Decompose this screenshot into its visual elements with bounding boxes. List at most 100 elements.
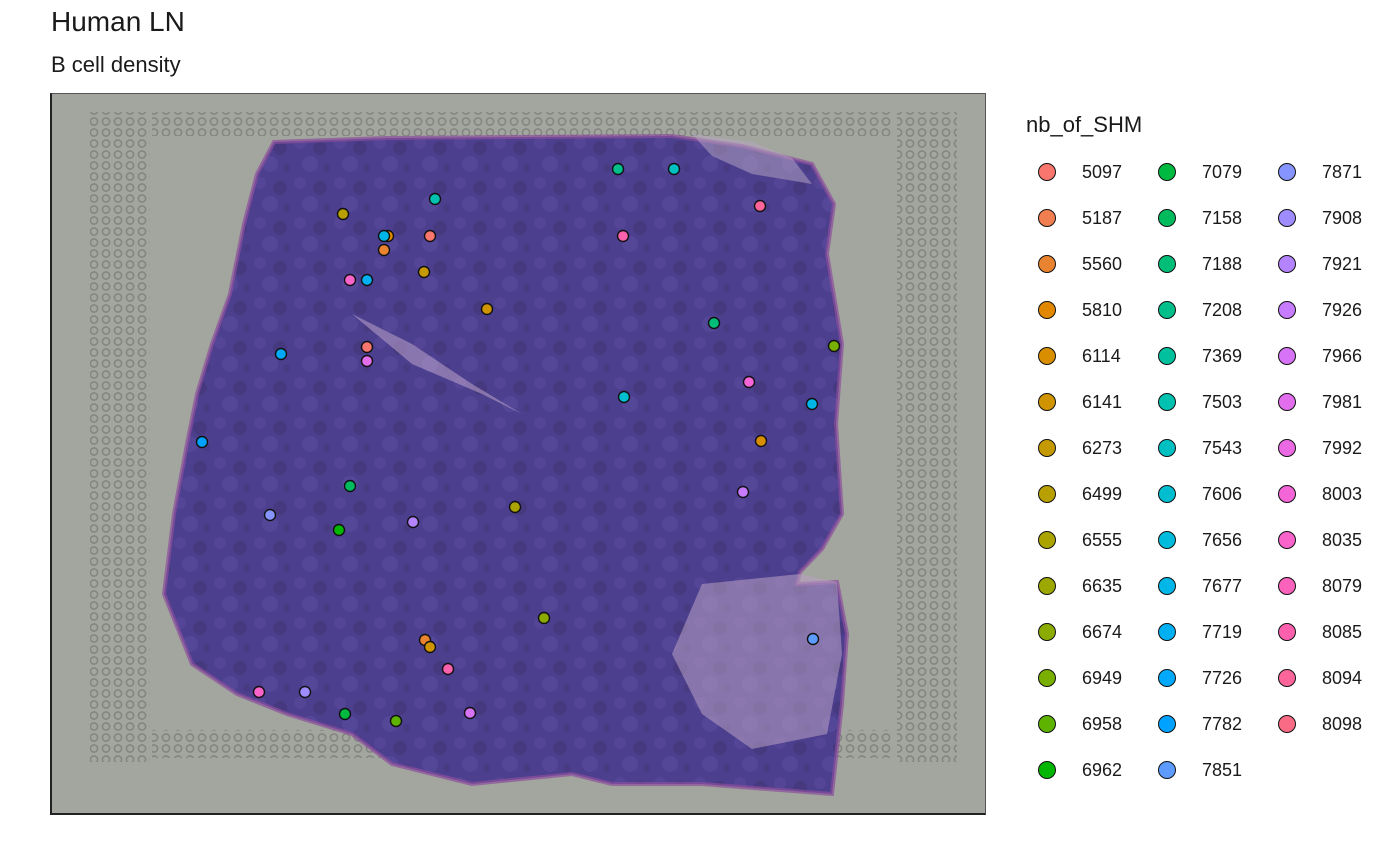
legend-key: [1278, 393, 1296, 411]
legend-item: 7369: [1146, 342, 1242, 370]
legend-key: [1038, 347, 1056, 365]
legend-item: 7908: [1266, 204, 1362, 232]
legend-key: [1038, 531, 1056, 549]
legend-item: 7503: [1146, 388, 1242, 416]
data-point: [508, 500, 522, 514]
legend-label: 8085: [1322, 621, 1363, 642]
legend-item: 7921: [1266, 250, 1362, 278]
legend-key: [1278, 485, 1296, 503]
data-point: [274, 347, 288, 361]
legend-label: 6499: [1082, 483, 1123, 504]
legend-label: 5560: [1082, 253, 1123, 274]
legend-label: 7871: [1322, 161, 1363, 182]
legend-label: 8003: [1322, 483, 1363, 504]
data-point: [336, 207, 350, 221]
data-point: [332, 523, 346, 537]
legend-label: 6635: [1082, 575, 1123, 596]
data-point: [806, 632, 820, 646]
data-point: [377, 229, 391, 243]
legend-label: 7656: [1202, 529, 1243, 550]
legend-key: [1278, 623, 1296, 641]
legend-item: 6962: [1026, 756, 1122, 784]
legend-label: 7719: [1202, 621, 1243, 642]
legend-key: [1158, 623, 1176, 641]
data-point: [441, 662, 455, 676]
legend-key: [1158, 301, 1176, 319]
legend-label: 5810: [1082, 299, 1123, 320]
legend-label: 7851: [1202, 759, 1243, 780]
legend-key: [1038, 439, 1056, 457]
legend-item: 8094: [1266, 664, 1362, 692]
legend-key: [1158, 531, 1176, 549]
legend-item: 7981: [1266, 388, 1362, 416]
data-point: [377, 243, 391, 257]
legend-key: [1278, 163, 1296, 181]
legend-key: [1038, 577, 1056, 595]
legend-item: 8085: [1266, 618, 1362, 646]
legend-label: 7981: [1322, 391, 1363, 412]
legend-label: 7908: [1322, 207, 1363, 228]
legend-item: 7158: [1146, 204, 1242, 232]
data-point: [360, 340, 374, 354]
legend-label: 5097: [1082, 161, 1123, 182]
legend-key: [1158, 347, 1176, 365]
legend-key: [1158, 209, 1176, 227]
legend-item: 8098: [1266, 710, 1362, 738]
legend-item: 5810: [1026, 296, 1122, 324]
legend-label: 7208: [1202, 299, 1243, 320]
legend-item: 7606: [1146, 480, 1242, 508]
data-point: [423, 640, 437, 654]
data-points: [195, 162, 841, 728]
data-point: [805, 397, 819, 411]
legend-item: 5097: [1026, 158, 1122, 186]
legend-key: [1278, 301, 1296, 319]
legend-key: [1158, 485, 1176, 503]
data-point: [252, 685, 266, 699]
data-point: [417, 265, 431, 279]
data-point: [389, 714, 403, 728]
data-point: [611, 162, 625, 176]
data-point: [338, 707, 352, 721]
legend-item: 6949: [1026, 664, 1122, 692]
legend-item: 7782: [1146, 710, 1242, 738]
data-point: [616, 229, 630, 243]
legend-key: [1038, 393, 1056, 411]
legend-item: 7726: [1146, 664, 1242, 692]
legend-label: 7966: [1322, 345, 1363, 366]
legend-label: 7158: [1202, 207, 1243, 228]
legend-item: 6114: [1026, 342, 1121, 370]
legend-item: 6555: [1026, 526, 1122, 554]
legend-item: 6674: [1026, 618, 1122, 646]
legend-item: 7719: [1146, 618, 1242, 646]
data-point: [343, 273, 357, 287]
data-point: [667, 162, 681, 176]
legend-key: [1158, 163, 1176, 181]
legend-label: 8094: [1322, 667, 1363, 688]
legend-item: 7188: [1146, 250, 1242, 278]
legend-label: 7726: [1202, 667, 1243, 688]
legend-label: 7606: [1202, 483, 1243, 504]
legend-label: 7079: [1202, 161, 1243, 182]
data-point: [195, 435, 209, 449]
legend-label: 8098: [1322, 713, 1363, 734]
data-point: [617, 390, 631, 404]
legend-item: 7079: [1146, 158, 1242, 186]
legend-key: [1278, 715, 1296, 733]
legend-item: 7926: [1266, 296, 1362, 324]
legend-item: 5187: [1026, 204, 1122, 232]
legend-key: [1038, 301, 1056, 319]
legend-key: [1158, 715, 1176, 733]
legend-label: 6962: [1082, 759, 1123, 780]
legend-item: 7677: [1146, 572, 1242, 600]
legend-key: [1278, 577, 1296, 595]
data-point: [406, 515, 420, 529]
legend-key: [1158, 255, 1176, 273]
legend-item: 8003: [1266, 480, 1362, 508]
legend: nb_of_SHM 5097 5187 5560 5810 6114 6141 6273 64…: [1026, 110, 1396, 810]
legend-key: [1158, 577, 1176, 595]
legend-item: 8079: [1266, 572, 1362, 600]
legend-label: 6141: [1082, 391, 1123, 412]
legend-item: 6273: [1026, 434, 1122, 462]
legend-item: 7992: [1266, 434, 1362, 462]
legend-key: [1158, 761, 1176, 779]
